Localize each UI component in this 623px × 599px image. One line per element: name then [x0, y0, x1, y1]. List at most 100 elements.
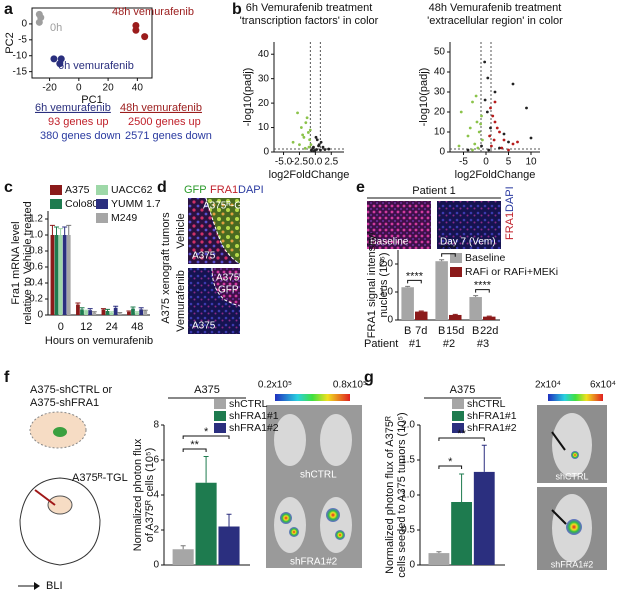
x-tick-label: -20 — [42, 83, 57, 94]
x-tick-label: -5 — [459, 157, 468, 168]
mouse — [274, 414, 306, 466]
point — [50, 55, 58, 63]
y-tick-label: 40 — [258, 49, 270, 60]
y-axis-label: nucleus (10⁵) — [378, 252, 390, 317]
point — [315, 138, 319, 142]
point — [303, 146, 307, 150]
legend-swatch — [452, 423, 464, 433]
error-bar — [117, 312, 123, 314]
bar — [84, 311, 88, 315]
category-label: A375 — [194, 384, 220, 396]
point — [321, 145, 325, 149]
legend-swatch — [450, 267, 462, 277]
x-tick-label: 5 — [506, 157, 512, 168]
mouse — [552, 413, 592, 477]
legend-label: UACC62 — [111, 184, 153, 196]
panel-label: d — [157, 179, 167, 196]
legend-label: shFRA1#2 — [229, 422, 279, 434]
error-bar — [75, 302, 81, 305]
point — [301, 133, 305, 137]
error-bar — [226, 513, 232, 527]
group-title: 6h vemurafenib — [35, 102, 111, 114]
error-bar — [49, 224, 55, 235]
legend-label: RAFi or RAFi+MEKi — [465, 266, 558, 278]
legend-swatch — [96, 185, 108, 195]
y-axis-label: of A375ᴿ cells (10⁵) — [144, 448, 156, 543]
panel-label: c — [4, 179, 13, 196]
x-axis-label: PC1 — [81, 94, 102, 106]
tumor — [47, 495, 73, 515]
x-tick-label: 0 — [483, 157, 489, 168]
x-tick-label: 10 — [525, 157, 537, 168]
legend-label: shCTRL — [467, 398, 506, 410]
point — [511, 142, 515, 146]
inset-label: GFP — [218, 285, 239, 296]
error-bar — [142, 309, 148, 311]
y-tick-label: 6 — [153, 455, 159, 466]
cartoon-label: A375-shFRA1 — [30, 397, 99, 409]
y-tick-label: -15 — [13, 66, 28, 77]
stain-label: DAPI — [504, 186, 516, 212]
point — [516, 140, 519, 144]
y-axis-label: relative to Vehicle treated — [22, 201, 34, 325]
x-tick-label: 0 — [76, 83, 82, 94]
y-tick-label: 0 — [409, 560, 415, 571]
error-bar — [126, 310, 132, 312]
patient-image — [367, 201, 431, 249]
y-tick-label: 2.0 — [379, 259, 393, 270]
error-bar — [436, 551, 442, 554]
point — [491, 114, 495, 118]
cartoon-label: A375ᴿ-TGL — [72, 472, 128, 484]
y-tick-label: 0 — [439, 147, 445, 158]
error-bar — [62, 226, 68, 235]
point — [507, 140, 510, 144]
legend-swatch — [214, 399, 226, 409]
legend-label: Baseline — [465, 252, 505, 264]
category-label: #3 — [477, 338, 489, 350]
sig-bracket — [182, 448, 207, 452]
y-tick-label: 0 — [387, 315, 393, 326]
cell-label: A375 — [192, 321, 216, 332]
sig-label: ** — [190, 439, 199, 451]
signal — [280, 512, 292, 524]
stain-label: FRA1 — [504, 212, 516, 240]
point — [490, 144, 493, 148]
legend-swatch — [96, 199, 108, 209]
y-axis-label: Fra1 mRNA level — [10, 221, 22, 304]
error-bar — [203, 456, 209, 483]
bar — [449, 314, 462, 320]
bar — [76, 304, 80, 315]
chart-title: 'extracellular region' in color — [427, 15, 563, 27]
border — [205, 197, 241, 265]
bar — [88, 310, 93, 315]
y-tick-label: 1.2 — [29, 214, 43, 225]
bar — [172, 549, 194, 565]
bar — [105, 311, 110, 315]
y-tick-label: 0.4 — [29, 278, 43, 289]
header: Patient 1 — [412, 185, 455, 197]
error-bar — [54, 226, 60, 235]
y-tick-label: 4 — [153, 490, 159, 501]
tumor-gfp-region — [212, 268, 240, 306]
patient-image — [437, 201, 501, 249]
cell-label: A375 — [192, 251, 216, 262]
x-tick-label: 0.0 — [308, 157, 322, 168]
point — [529, 136, 533, 140]
error-bar — [134, 311, 140, 313]
bar — [127, 311, 131, 315]
legend-swatch — [452, 399, 464, 409]
arrow — [551, 509, 567, 525]
y-tick-label: -5 — [18, 34, 27, 45]
error-bar — [405, 285, 411, 288]
point — [141, 33, 149, 41]
mouse — [320, 497, 352, 553]
y-tick-label: 0 — [21, 19, 27, 30]
point — [319, 140, 323, 144]
inset-label: A375ᴿ — [216, 273, 244, 284]
image-label: Baseline — [370, 237, 409, 248]
scale-label: 0.8x10⁵ — [333, 380, 367, 391]
signal — [566, 519, 582, 535]
bar — [451, 502, 473, 565]
signal — [326, 508, 340, 522]
side-label: A375 xenograft tumors — [160, 212, 172, 324]
